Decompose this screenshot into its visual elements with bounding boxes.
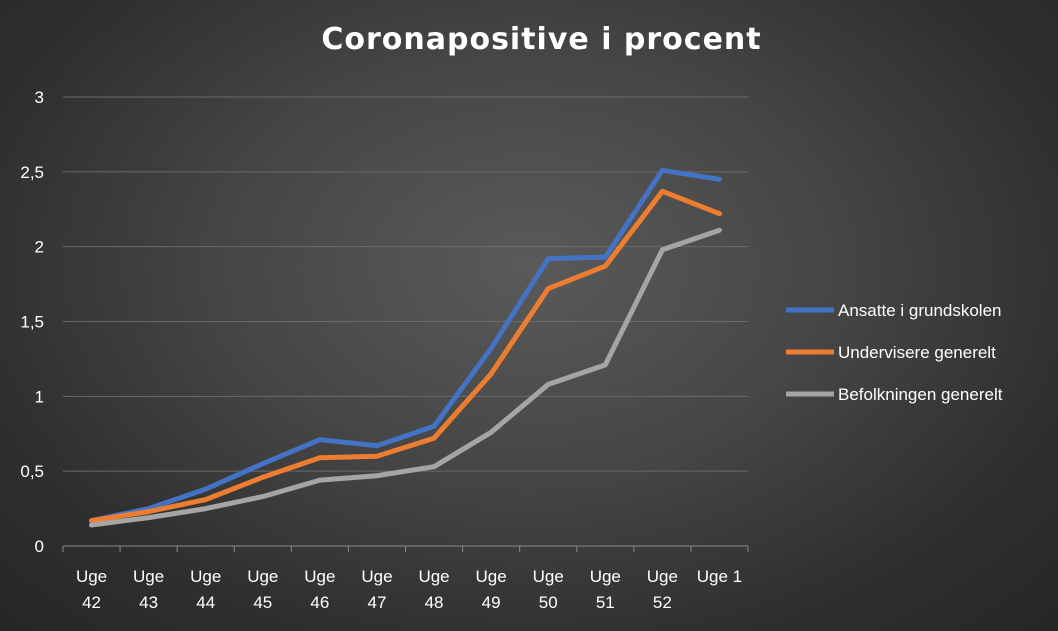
series-line-ansatte-i-grundskolen bbox=[89, 167, 722, 524]
legend-label: Ansatte i grundskolen bbox=[838, 301, 1002, 320]
y-tick-label: 2,5 bbox=[20, 163, 44, 182]
x-tick-label: Uge 52 bbox=[647, 567, 678, 612]
x-tick-label: Uge 43 bbox=[133, 567, 164, 612]
x-tick-label: Uge 1 bbox=[697, 567, 742, 586]
x-tick-label: Uge 47 bbox=[361, 567, 392, 612]
y-tick-label: 2 bbox=[35, 238, 44, 257]
y-tick-label: 1 bbox=[35, 387, 44, 406]
x-tick-label: Uge 45 bbox=[247, 567, 278, 612]
y-tick-label: 1,5 bbox=[20, 313, 44, 332]
x-tick-label: Uge 46 bbox=[304, 567, 335, 612]
x-tick-label: Uge 51 bbox=[590, 567, 621, 612]
y-tick-label: 0 bbox=[35, 537, 44, 556]
legend-label: Undervisere generelt bbox=[838, 343, 996, 362]
x-tick-label: Uge 50 bbox=[533, 567, 564, 612]
y-tick-label: 0,5 bbox=[20, 462, 44, 481]
x-tick-label: Uge 48 bbox=[418, 567, 449, 612]
legend-label: Befolkningen generelt bbox=[838, 385, 1003, 404]
x-tick-label: Uge 49 bbox=[476, 567, 507, 612]
chart-title: Coronapositive i procent bbox=[321, 22, 762, 57]
x-tick-label: Uge 44 bbox=[190, 567, 221, 612]
series-line-befolkningen-generelt bbox=[89, 227, 722, 528]
y-tick-label: 3 bbox=[35, 88, 44, 107]
x-tick-label: Uge 42 bbox=[76, 567, 107, 612]
series-line-undervisere-generelt bbox=[89, 188, 722, 524]
